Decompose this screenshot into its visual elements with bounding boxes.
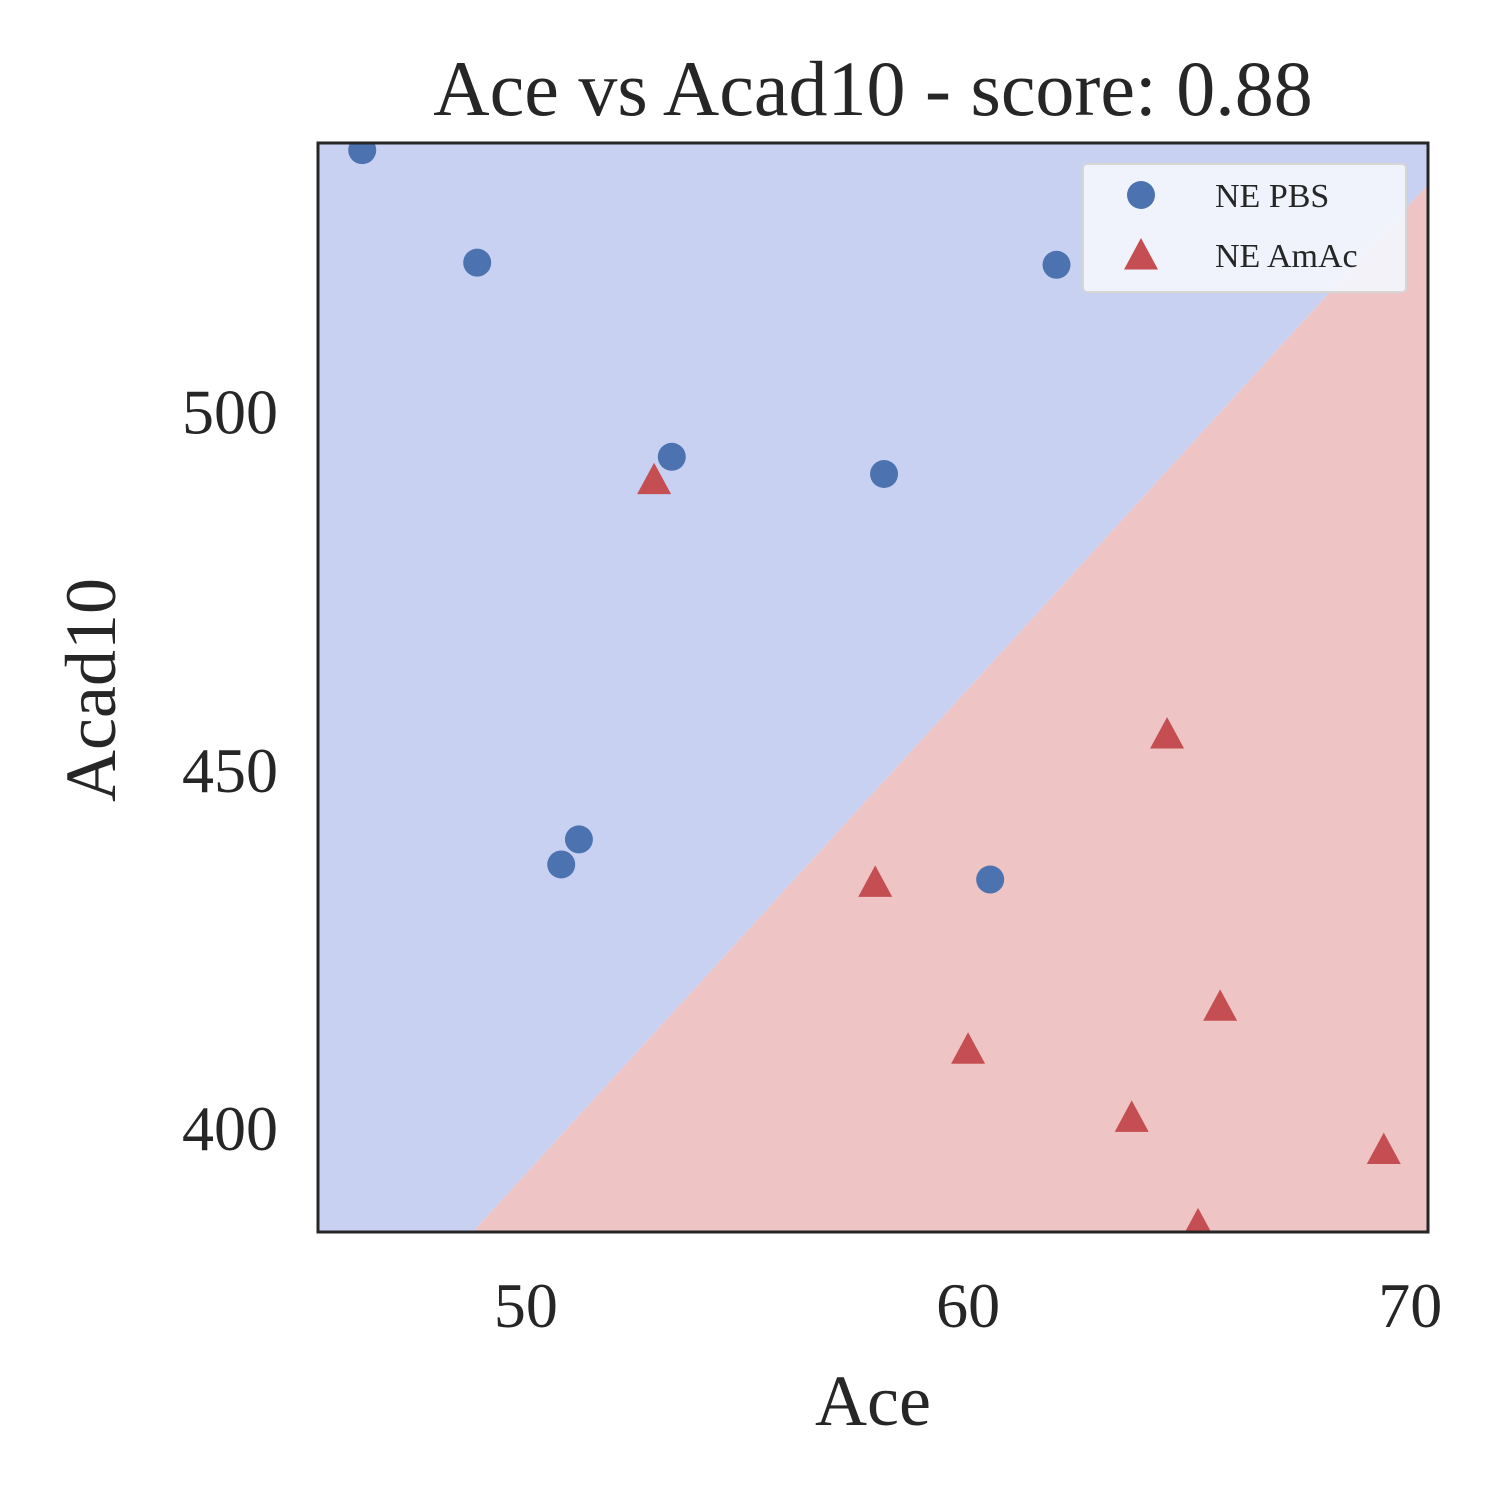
decision-region-blue	[318, 143, 1428, 1232]
triangle-point-7	[1184, 1207, 1212, 1232]
decision-region-red	[472, 184, 1428, 1232]
legend-marker-circle	[1127, 181, 1155, 209]
triangle-point-1	[1150, 717, 1185, 749]
data-points	[348, 143, 1401, 1232]
x-axis-label: Ace	[815, 1361, 931, 1441]
x-tick-label: 50	[494, 1270, 558, 1341]
legend-box	[1082, 163, 1407, 293]
x-axis-ticks: 50 60 70	[494, 1270, 1442, 1341]
circle-point-7	[976, 865, 1005, 894]
x-tick-label: 60	[936, 1270, 1000, 1341]
legend-marker-triangle	[1124, 238, 1158, 270]
triangle-point-3	[1203, 989, 1238, 1021]
circle-point-5	[564, 825, 593, 854]
y-axis-ticks: 400 450 500	[182, 377, 278, 1164]
circle-point-1	[463, 248, 492, 277]
legend: NE PBS NE AmAc	[1082, 163, 1407, 293]
legend-label: NE PBS	[1215, 178, 1329, 215]
circle-point-2	[1042, 250, 1071, 279]
triangle-point-5	[1114, 1100, 1149, 1132]
triangle-point-0	[637, 462, 672, 495]
chart-title: Ace vs Acad10 - score: 0.88	[433, 45, 1312, 132]
legend-label: NE AmAc	[1215, 238, 1358, 275]
triangle-point-4	[951, 1032, 986, 1064]
triangle-point-2	[858, 865, 893, 897]
x-tick-label: 70	[1378, 1270, 1442, 1341]
y-tick-label: 450	[182, 735, 278, 806]
plot-frame	[316, 141, 1430, 1234]
circle-point-0	[348, 143, 377, 165]
y-tick-label: 500	[182, 377, 278, 448]
y-tick-label: 400	[182, 1093, 278, 1164]
circle-point-6	[547, 850, 576, 879]
triangle-point-6	[1366, 1132, 1401, 1165]
y-axis-label: Acad10	[51, 578, 131, 802]
circle-point-4	[870, 459, 899, 488]
circle-point-3	[657, 442, 686, 471]
